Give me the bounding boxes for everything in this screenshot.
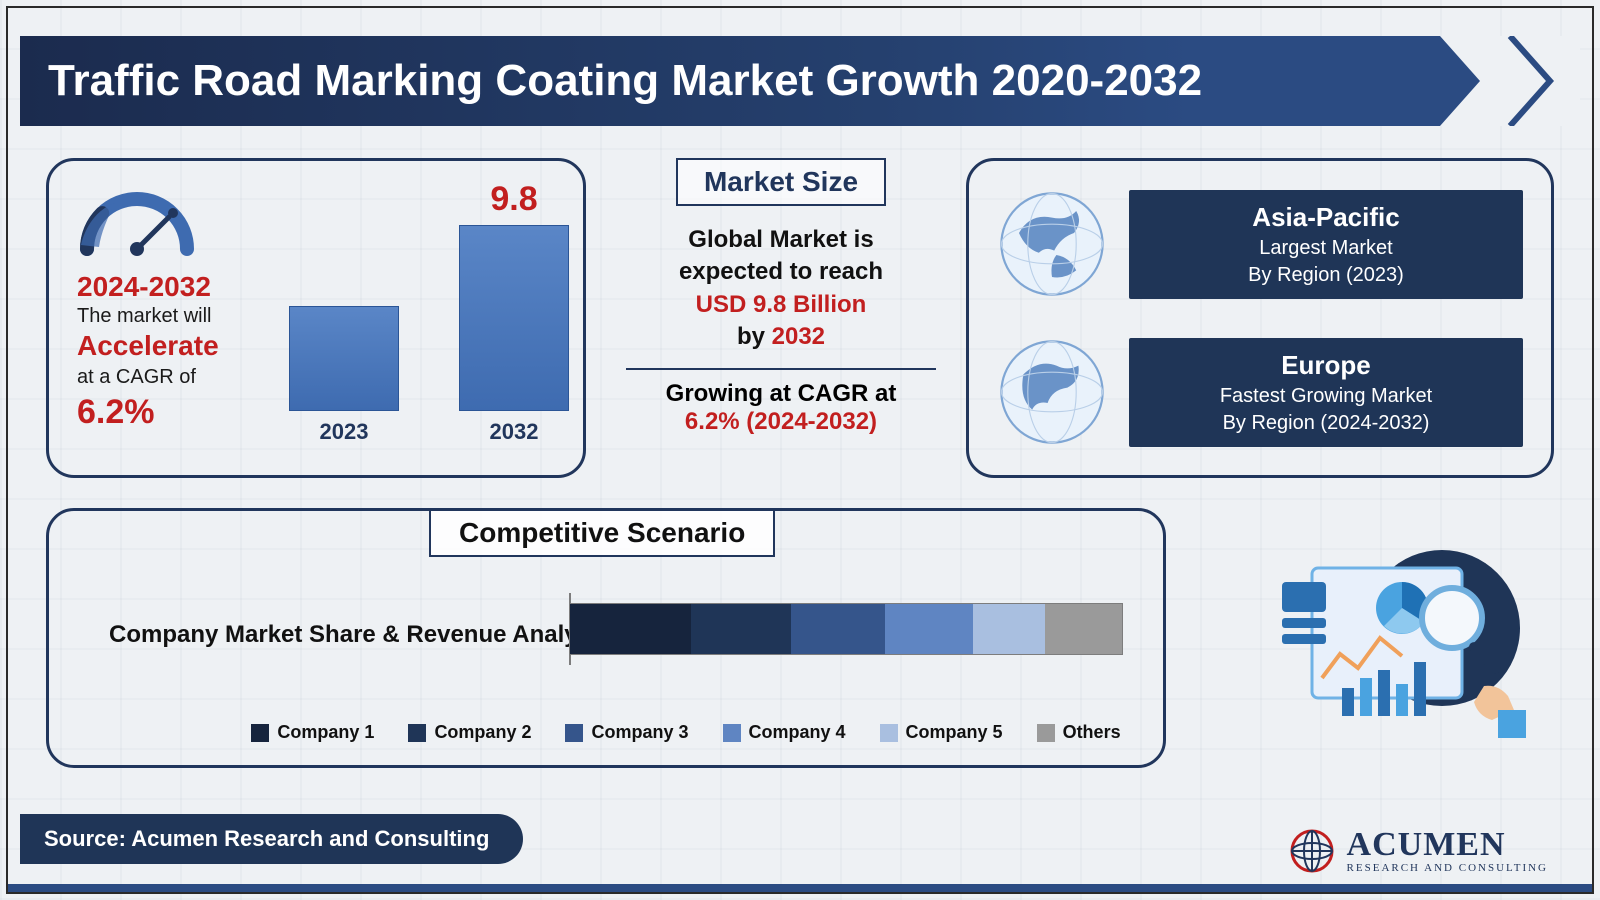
brand-tagline: RESEARCH AND CONSULTING: [1347, 862, 1548, 874]
speedometer-icon: [77, 179, 197, 259]
market-share-bar: [569, 603, 1123, 655]
source-pill: Source: Acumen Research and Consulting: [20, 814, 523, 864]
ms-value: USD 9.8 Billion: [616, 289, 946, 321]
bar: [289, 306, 399, 411]
globe-icon: [997, 189, 1107, 299]
region-name: Europe: [1147, 350, 1505, 381]
bar-label: 2032: [459, 419, 569, 445]
bar: [459, 225, 569, 411]
share-segment: [691, 604, 790, 654]
legend-swatch: [408, 724, 426, 742]
region-box: Europe Fastest Growing Market By Region …: [1129, 338, 1523, 447]
competitive-label: Company Market Share & Revenue Analysis: [109, 621, 611, 649]
bar-label: 2023: [289, 419, 399, 445]
legend-swatch: [1037, 724, 1055, 742]
legend-swatch: [251, 724, 269, 742]
legend-item: Company 1: [251, 722, 374, 743]
source-text: Source: Acumen Research and Consulting: [44, 826, 489, 852]
legend-label: Company 3: [591, 722, 688, 743]
growth-bar-chart: 202320329.8: [279, 179, 563, 457]
legend: Company 1 Company 2 Company 3 Company 4 Comp…: [249, 722, 1123, 743]
cagr-label: at a CAGR of: [77, 366, 277, 389]
accelerate-word: Accelerate: [77, 330, 277, 362]
region-sub2: By Region (2024-2032): [1147, 412, 1505, 435]
bottom-accent-strip: [8, 884, 1592, 892]
banner-arrow-icon: [1440, 36, 1580, 126]
bar-value: 9.8: [459, 180, 569, 219]
legend-item: Company 4: [723, 722, 846, 743]
growth-line1: The market will: [77, 305, 277, 328]
legend-item: Company 5: [880, 722, 1003, 743]
ms-line1: Global Market is: [616, 224, 946, 256]
cagr-value: 6.2%: [77, 393, 277, 432]
market-size-panel: Market Size Global Market is expected to…: [616, 158, 946, 478]
competitive-title: Competitive Scenario: [429, 509, 775, 557]
legend-label: Company 2: [434, 722, 531, 743]
share-segment: [1045, 604, 1122, 654]
region-row: Europe Fastest Growing Market By Region …: [997, 337, 1523, 447]
legend-item: Company 2: [408, 722, 531, 743]
brand-mark-icon: [1289, 828, 1335, 874]
ms-by: by 2032: [616, 321, 946, 353]
share-segment: [570, 604, 691, 654]
legend-label: Company 1: [277, 722, 374, 743]
legend-swatch: [565, 724, 583, 742]
legend-swatch: [723, 724, 741, 742]
share-segment: [973, 604, 1045, 654]
title-banner: Traffic Road Marking Coating Market Grow…: [20, 36, 1580, 126]
region-box: Asia-Pacific Largest Market By Region (2…: [1129, 190, 1523, 299]
share-segment: [885, 604, 973, 654]
page-title: Traffic Road Marking Coating Market Grow…: [20, 36, 1580, 126]
brand-name: ACUMEN: [1347, 828, 1548, 862]
legend-label: Company 5: [906, 722, 1003, 743]
share-segment: [791, 604, 885, 654]
legend-item: Others: [1037, 722, 1121, 743]
legend-label: Others: [1063, 722, 1121, 743]
region-name: Asia-Pacific: [1147, 202, 1505, 233]
competitive-panel: Competitive Scenario Company Market Shar…: [46, 508, 1166, 768]
forecast-period: 2024-2032: [77, 271, 277, 303]
ms-growing: Growing at CAGR at 6.2% (2024-2032): [616, 380, 946, 436]
legend-swatch: [880, 724, 898, 742]
regions-panel: Asia-Pacific Largest Market By Region (2…: [966, 158, 1554, 478]
growth-text: 2024-2032 The market will Accelerate at …: [77, 271, 277, 432]
divider: [626, 368, 936, 370]
region-sub2: By Region (2023): [1147, 264, 1505, 287]
region-row: Asia-Pacific Largest Market By Region (2…: [997, 189, 1523, 299]
legend-label: Company 4: [749, 722, 846, 743]
growth-panel: 2024-2032 The market will Accelerate at …: [46, 158, 586, 478]
brand-logo: ACUMEN RESEARCH AND CONSULTING: [1289, 828, 1548, 874]
globe-icon: [997, 337, 1107, 447]
region-sub1: Fastest Growing Market: [1147, 385, 1505, 408]
market-size-title: Market Size: [676, 158, 886, 206]
region-sub1: Largest Market: [1147, 237, 1505, 260]
analytics-icon: [1252, 538, 1532, 738]
legend-item: Company 3: [565, 722, 688, 743]
ms-line2: expected to reach: [616, 256, 946, 288]
